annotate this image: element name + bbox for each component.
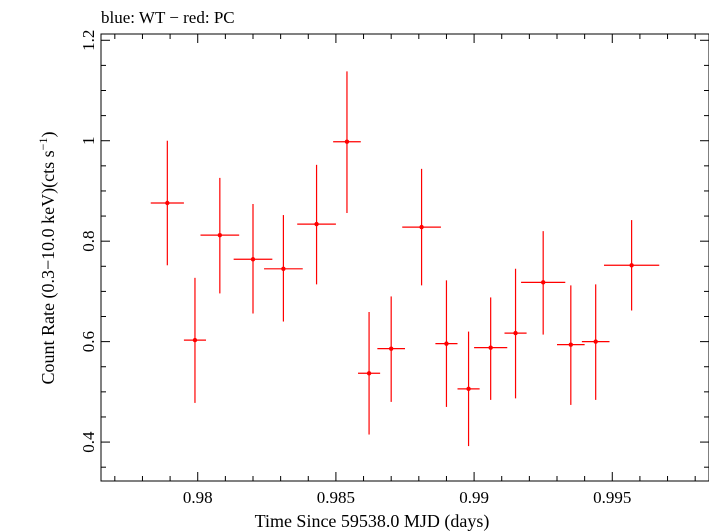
- x-axis-label: Time Since 59538.0 MJD (days): [255, 511, 490, 532]
- y-tick-label: 1.2: [79, 30, 98, 51]
- axis-ticks: [101, 34, 709, 481]
- plot-frame: [100, 33, 709, 482]
- point-marker: [344, 139, 350, 144]
- point-marker: [629, 263, 634, 268]
- y-tick-labels: 0.4 0.6 0.8 1 1.2: [79, 30, 98, 453]
- data-point: [233, 204, 273, 314]
- point-marker: [388, 346, 394, 351]
- y-axis-label-main: Count Rate (0.3−10.0 keV)(cts s: [38, 150, 59, 384]
- x-tick-labels: 0.98 0.985 0.99 0.995: [183, 488, 632, 507]
- data-points: [150, 71, 660, 447]
- point-marker: [217, 232, 223, 238]
- y-axis-label-close: ): [38, 132, 59, 138]
- data-point: [474, 297, 508, 400]
- point-marker: [488, 345, 493, 350]
- point-marker: [314, 221, 319, 227]
- x-tick-label: 0.995: [593, 488, 631, 507]
- data-point: [557, 285, 585, 405]
- data-point: [457, 331, 480, 447]
- y-axis-label: Count Rate (0.3−10.0 keV)(cts s−1): [36, 132, 59, 385]
- point-marker: [568, 342, 574, 347]
- point-marker: [466, 386, 471, 392]
- point-marker: [513, 330, 518, 336]
- point-marker: [192, 337, 198, 343]
- chart-title: blue: WT − red: PC: [101, 8, 235, 27]
- point-marker: [419, 224, 424, 230]
- data-point: [402, 168, 441, 286]
- data-point: [297, 164, 336, 285]
- data-point: [435, 280, 458, 407]
- data-point: [200, 177, 240, 294]
- data-point: [333, 71, 361, 214]
- data-point: [581, 284, 610, 400]
- data-point: [377, 296, 405, 402]
- data-point: [358, 311, 381, 435]
- y-axis-label-superscript: −1: [36, 138, 50, 151]
- x-tick-label: 0.99: [459, 488, 489, 507]
- x-tick-label: 0.98: [183, 488, 213, 507]
- y-tick-label: 0.6: [79, 331, 98, 352]
- point-marker: [366, 371, 372, 376]
- point-marker: [540, 280, 546, 285]
- point-marker: [281, 266, 286, 272]
- point-marker: [250, 257, 256, 262]
- y-tick-label: 1: [79, 136, 98, 145]
- data-point: [504, 268, 527, 399]
- point-marker: [444, 341, 449, 346]
- y-tick-label: 0.8: [79, 231, 98, 252]
- data-point: [603, 220, 660, 311]
- point-marker: [165, 200, 170, 206]
- data-point: [521, 231, 566, 335]
- point-marker: [593, 339, 598, 344]
- data-point: [150, 140, 184, 266]
- data-point: [183, 277, 207, 403]
- x-tick-label: 0.985: [317, 488, 355, 507]
- y-tick-label: 0.4: [79, 431, 98, 453]
- data-point: [264, 215, 303, 322]
